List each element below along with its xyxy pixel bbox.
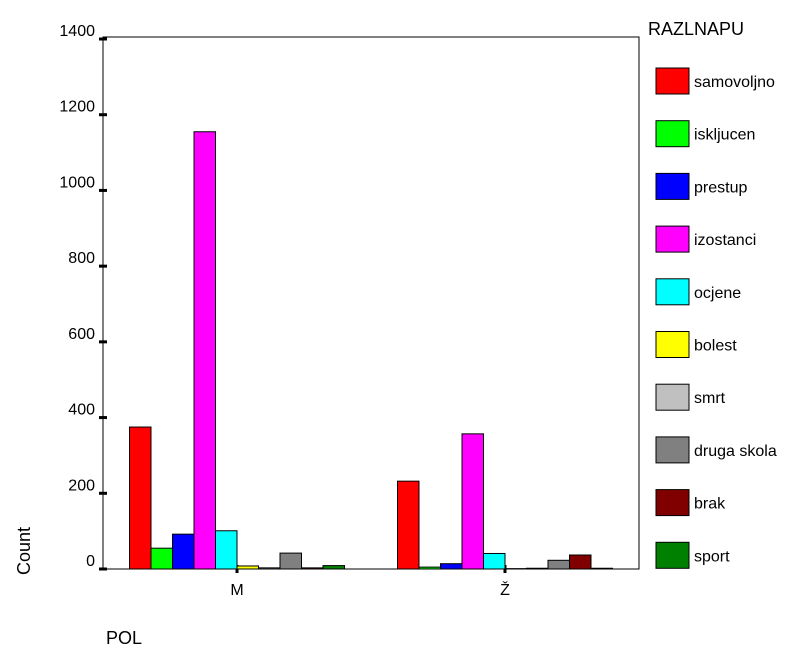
x-tick-label: Ž [500, 580, 510, 599]
bar-samovoljno-1 [397, 480, 420, 570]
legend-label: druga skola [694, 443, 777, 460]
bar-ocjene-1 [483, 552, 506, 570]
legend-label: iskljucen [694, 127, 755, 144]
y-axis-label: Count [14, 527, 34, 575]
y-tick-label: 600 [68, 326, 95, 343]
y-tick-label: 1200 [59, 99, 95, 116]
y-axis: 0 200 400 600 800 1000 1200 1400 [59, 23, 107, 571]
bar-iskljucen-0 [150, 547, 173, 570]
bar-izostanci-0 [193, 131, 216, 570]
bar-ocjene-0 [215, 530, 238, 570]
legend-swatch [655, 172, 690, 200]
legend-label: brak [694, 496, 726, 513]
bar-smrt-0 [258, 567, 281, 570]
x-axis-label: POL [106, 628, 142, 648]
bar-brak-0 [301, 567, 324, 570]
legend-swatch [655, 436, 690, 464]
bar-sport-1 [590, 567, 613, 570]
y-tick-label: 400 [68, 402, 95, 419]
legend-label: samovoljno [694, 74, 775, 91]
bars [129, 131, 613, 570]
legend-swatch [655, 541, 690, 569]
legend-swatch [655, 67, 690, 95]
bar-bolest-0 [236, 565, 259, 570]
bar-sport-0 [322, 565, 345, 570]
legend-label: ocjene [694, 285, 741, 302]
bar-iskljucen-1 [418, 566, 441, 570]
y-tick-label: 1000 [59, 174, 95, 191]
legend-swatch [655, 278, 690, 306]
bar-izostanci-1 [461, 433, 484, 570]
legend-label: izostanci [694, 232, 756, 249]
bar-brak-1 [569, 554, 592, 570]
y-tick-label: 0 [86, 553, 95, 570]
y-tick-label: 800 [68, 250, 95, 267]
legend-label: sport [694, 548, 730, 565]
legend: samovoljno iskljucen prestup izostanci ocjen… [655, 67, 777, 569]
legend-label: smrt [694, 390, 726, 407]
y-tick-label: 200 [68, 477, 95, 494]
bar-prestup-0 [172, 533, 195, 570]
bar-druga-skola-0 [279, 552, 302, 570]
y-tick-label: 1400 [59, 23, 95, 40]
plot-frame [102, 36, 640, 570]
x-tick-label: M [230, 582, 243, 599]
bar-druga-skola-1 [547, 559, 570, 570]
bar-prestup-1 [440, 563, 463, 570]
legend-swatch [655, 489, 690, 517]
bar-smrt-1 [526, 567, 549, 570]
legend-label: bolest [694, 338, 737, 355]
legend-swatch [655, 120, 690, 148]
bar-samovoljno-0 [129, 426, 152, 570]
legend-title: RAZLNAPU [648, 19, 744, 39]
legend-swatch [655, 331, 690, 358]
legend-swatch [655, 383, 690, 411]
legend-label: prestup [694, 179, 747, 196]
legend-swatch [655, 225, 690, 253]
